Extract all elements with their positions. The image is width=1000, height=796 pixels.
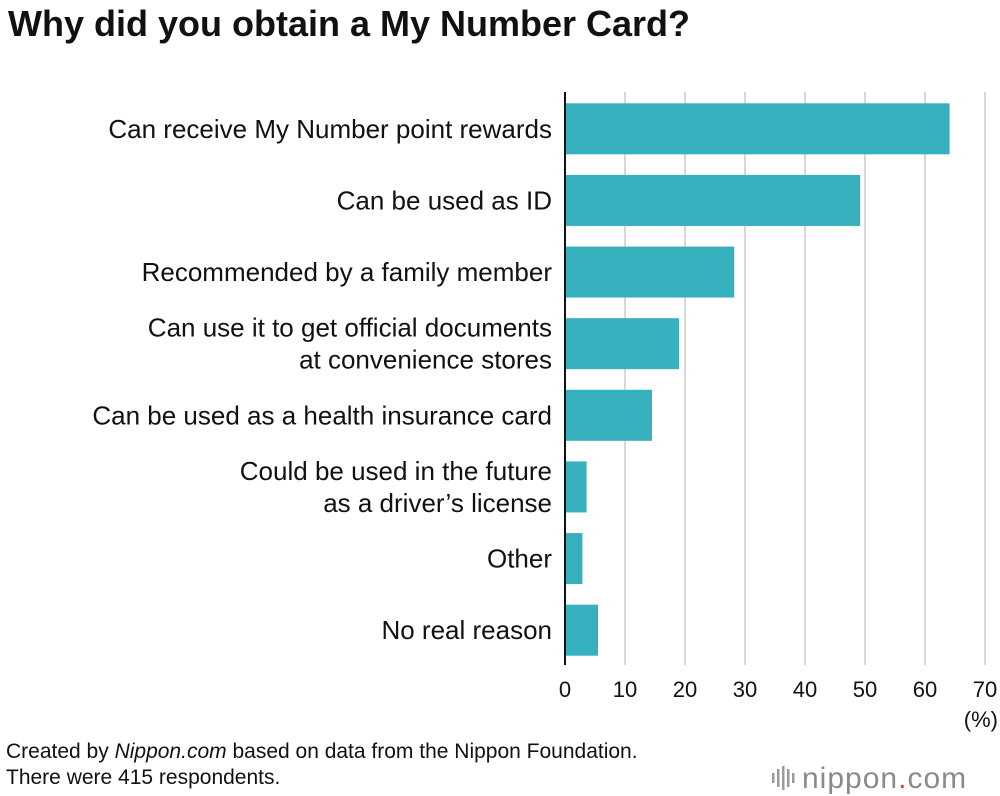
category-label: Can be used as ID bbox=[337, 185, 552, 215]
x-tick-label: 20 bbox=[673, 677, 697, 702]
bar bbox=[565, 604, 598, 656]
x-tick-label: 70 bbox=[973, 677, 997, 702]
x-tick-label: 60 bbox=[913, 677, 937, 702]
x-tick-label: 30 bbox=[733, 677, 757, 702]
x-tick-label: 10 bbox=[613, 677, 637, 702]
category-label: Could be used in the future as a driver’s… bbox=[240, 456, 552, 518]
category-label: Can be used as a health insurance card bbox=[92, 400, 552, 430]
x-unit-label: (%) bbox=[964, 707, 998, 732]
chart-title: Why did you obtain a My Number Card? bbox=[8, 3, 690, 44]
respondents-note: There were 415 respondents. bbox=[6, 766, 280, 789]
x-tick-label: 40 bbox=[793, 677, 817, 702]
category-label: Can use it to get official documents at c… bbox=[148, 313, 552, 375]
sound-bars-icon bbox=[772, 766, 795, 790]
nippon-logo-text: nippon.com bbox=[802, 762, 967, 795]
bar bbox=[565, 461, 587, 513]
category-label: Can receive My Number point rewards bbox=[108, 114, 552, 144]
nippon-logo: nippon.com bbox=[772, 762, 967, 795]
bar bbox=[565, 246, 735, 298]
category-label: Other bbox=[487, 544, 552, 574]
bar bbox=[565, 389, 652, 441]
source-note: Created by Nippon.com based on data from… bbox=[6, 740, 638, 763]
x-tick-label: 0 bbox=[559, 677, 571, 702]
x-tick-labels: 0 10 20 30 40 50 60 70 bbox=[559, 677, 997, 702]
category-labels: Can receive My Number point rewards Can b… bbox=[92, 114, 552, 645]
x-tick-label: 50 bbox=[853, 677, 877, 702]
category-label: Recommended by a family member bbox=[142, 257, 553, 287]
bar bbox=[565, 533, 583, 585]
bar bbox=[565, 174, 861, 226]
bar bbox=[565, 318, 679, 370]
bars bbox=[565, 103, 950, 656]
category-label: No real reason bbox=[381, 615, 552, 645]
bar bbox=[565, 103, 950, 155]
